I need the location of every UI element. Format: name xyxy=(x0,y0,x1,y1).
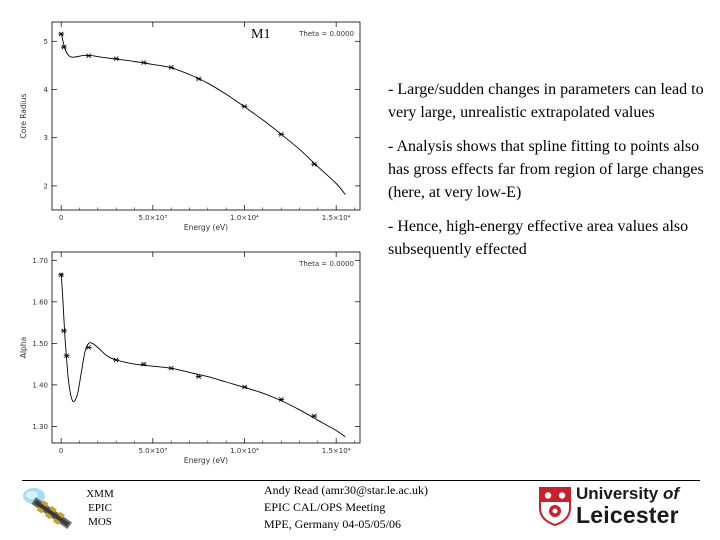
footer-place: MPE, Germany 04-05/05/06 xyxy=(264,517,401,531)
of-word: of xyxy=(662,484,679,503)
marker-stroke xyxy=(196,76,202,82)
marker-stroke xyxy=(86,53,92,59)
university-logo: University of Leicester xyxy=(534,484,710,532)
y-tick-label: 4 xyxy=(44,86,49,94)
marker-stroke xyxy=(64,353,70,359)
marker-stroke xyxy=(61,328,67,334)
bullet-item: - Analysis shows that spline fitting to … xyxy=(388,138,704,201)
marker-stroke xyxy=(113,56,119,62)
y-tick-label: 5 xyxy=(44,38,48,46)
mos-label: MOS xyxy=(88,516,112,528)
spline-curve xyxy=(60,32,346,195)
data-point xyxy=(241,384,248,390)
marker-stroke xyxy=(61,44,67,50)
xmm-satellite-icon xyxy=(23,488,72,530)
y-tick-label: 1.40 xyxy=(32,381,48,389)
marker-stroke xyxy=(141,361,147,367)
data-point xyxy=(311,413,318,419)
marker-stroke xyxy=(311,413,317,419)
university-word: University xyxy=(576,484,659,503)
x-axis-title: Energy (eV) xyxy=(184,456,228,465)
spline-curve xyxy=(60,272,346,438)
marker-stroke xyxy=(278,397,284,402)
bullet-list: - Large/sudden changes in parameters can… xyxy=(388,78,708,272)
university-name: Leicester xyxy=(576,502,679,528)
data-point xyxy=(140,361,147,367)
core-radius-chart: 0 5.0×10³ 1.0×10⁴ 1.5×10⁴ 2 3 4 5 Energy (eV) Cor… xyxy=(19,20,361,235)
data-point xyxy=(60,328,67,334)
x-tick-label: 0 xyxy=(59,447,63,455)
y-tick-label: 1.30 xyxy=(32,423,48,431)
y-tick-label: 1.50 xyxy=(32,340,48,348)
theta-annotation: Theta = 0.0000 xyxy=(298,260,354,268)
bullet-item: - Large/sudden changes in parameters can… xyxy=(388,81,704,121)
panel-label: M1 xyxy=(251,27,270,42)
marker-stroke xyxy=(242,103,247,109)
x-tick-label: 1.0×10⁴ xyxy=(230,447,259,455)
data-point xyxy=(85,345,92,350)
data-point xyxy=(113,357,120,363)
x-tick-label: 0 xyxy=(59,214,63,222)
marker-stroke xyxy=(168,365,174,371)
footer-credits: Andy Read (amr30@star.le.ac.uk) EPIC CAL… xyxy=(264,482,428,533)
data-point xyxy=(278,131,285,137)
x-tick-label: 1.5×10⁴ xyxy=(322,214,351,222)
x-tick-label: 1.0×10⁴ xyxy=(230,214,259,222)
y-tick-label: 2 xyxy=(44,182,48,190)
footer-author: Andy Read (amr30@star.le.ac.uk) xyxy=(264,483,428,497)
data-point xyxy=(58,31,65,37)
marker-stroke xyxy=(58,272,64,278)
footer-meeting: EPIC CAL/OPS Meeting xyxy=(264,500,386,514)
y-tick-label: 1.70 xyxy=(32,257,48,265)
data-point xyxy=(168,365,175,371)
x-axis-title: Energy (eV) xyxy=(184,223,228,232)
data-point xyxy=(85,53,92,59)
marker-stroke xyxy=(168,64,174,70)
bullet-item: - Hence, high-energy effective area valu… xyxy=(388,218,689,258)
xmm-epic-mos-label: XMM EPIC MOS xyxy=(82,487,118,529)
epic-label: EPIC xyxy=(88,502,112,514)
data-point xyxy=(63,353,70,359)
x-tick-label: 1.5×10⁴ xyxy=(322,447,351,455)
university-crest-icon xyxy=(539,487,571,526)
y-tick-label: 1.60 xyxy=(32,298,48,306)
core-radius-chart-svg: 0 5.0×10³ 1.0×10⁴ 1.5×10⁴ 2 3 4 5 Energy (eV) Cor… xyxy=(19,21,361,232)
data-point xyxy=(241,103,248,109)
footer-divider xyxy=(22,480,700,481)
marker-stroke xyxy=(141,60,147,65)
marker-stroke xyxy=(113,357,119,363)
marker-stroke xyxy=(196,374,202,379)
plot-frame xyxy=(51,251,361,444)
data-point xyxy=(140,60,147,65)
marker-stroke xyxy=(58,31,64,37)
y-axis-title: Alpha xyxy=(19,337,28,358)
marker-stroke xyxy=(86,345,92,350)
plot-frame xyxy=(51,21,361,211)
y-axis-title: Core Radius xyxy=(19,93,28,138)
data-point xyxy=(278,397,285,402)
x-tick-label: 5.0×10³ xyxy=(138,447,167,455)
data-point xyxy=(113,56,120,62)
alpha-chart: 0 5.0×10³ 1.0×10⁴ 1.5×10⁴ 1.30 1.40 1.50 1.60 1.… xyxy=(19,250,361,470)
marker-stroke xyxy=(311,161,317,167)
marker-stroke xyxy=(278,131,284,137)
data-point xyxy=(58,272,65,278)
university-of-text: University of xyxy=(576,484,679,504)
data-point xyxy=(195,374,202,379)
xmm-label: XMM xyxy=(86,488,114,500)
y-tick-label: 3 xyxy=(44,134,48,142)
marker-stroke xyxy=(242,384,247,390)
data-point xyxy=(311,161,318,167)
alpha-chart-svg: 0 5.0×10³ 1.0×10⁴ 1.5×10⁴ 1.30 1.40 1.50 1.60 1.… xyxy=(19,251,361,465)
theta-annotation: Theta = 0.0000 xyxy=(298,30,354,38)
data-point xyxy=(60,44,67,50)
data-point xyxy=(195,76,202,82)
x-tick-label: 5.0×10³ xyxy=(138,214,167,222)
data-point xyxy=(168,64,175,70)
